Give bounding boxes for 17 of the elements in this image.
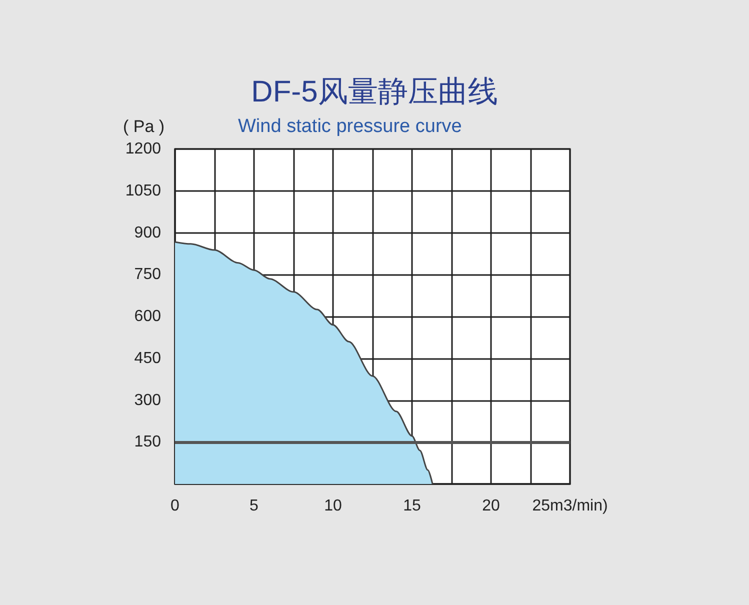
x-tick-label: 0 [170,498,180,514]
chart-title: DF-5风量静压曲线 [251,76,498,108]
x-tick-label: 10 [324,498,342,514]
y-tick-label: 300 [134,392,162,409]
x-tick-label: 5 [250,498,259,514]
chart-subtitle: Wind static pressure curve [238,116,462,137]
y-tick-label: 750 [134,266,162,284]
y-tick-label: 1200 [125,140,162,158]
x-tick-label: 25m3/min) [532,498,608,514]
y-tick-label: 450 [134,350,162,367]
y-tick-label: 150 [134,434,162,451]
x-tick-label: 15 [403,498,421,514]
y-tick-label: 1050 [125,182,162,200]
y-tick-label: 600 [134,308,162,325]
y-tick-label: 900 [134,224,162,242]
y-axis-title: ( Pa ) [123,117,165,136]
x-tick-label: 20 [482,498,500,514]
